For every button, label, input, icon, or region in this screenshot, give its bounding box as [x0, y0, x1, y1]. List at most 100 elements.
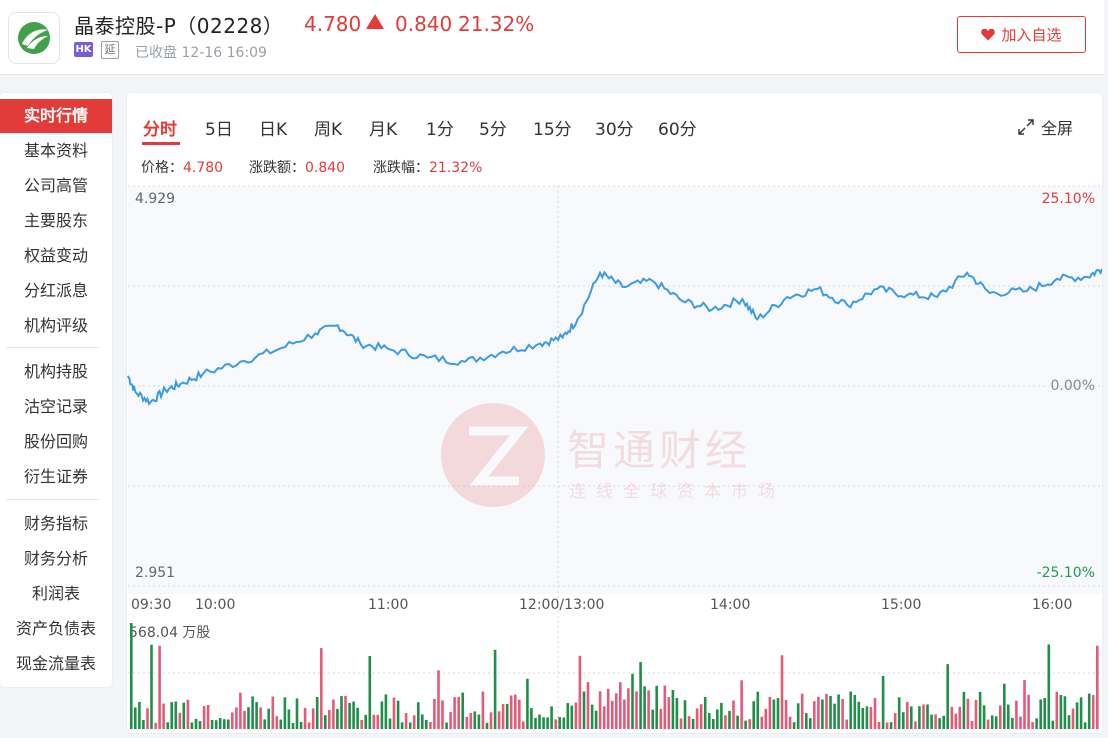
- volume-bar: [243, 710, 246, 729]
- volume-bar: [554, 719, 557, 729]
- volume-bar: [623, 699, 626, 729]
- add-to-watchlist-button[interactable]: 加入自选: [957, 16, 1086, 53]
- volume-bar: [740, 680, 743, 729]
- volume-bar: [619, 682, 622, 729]
- sidebar-item-financial-analysis[interactable]: 财务分析: [23, 549, 88, 568]
- tab-weekly-k[interactable]: 周K: [314, 120, 343, 140]
- fullscreen-button[interactable]: 全屏: [1017, 115, 1073, 139]
- volume-bar: [606, 688, 610, 729]
- volume-bar: [598, 691, 602, 729]
- volume-bar: [1047, 644, 1051, 729]
- volume-bar: [158, 645, 161, 729]
- tab-1min[interactable]: 1分: [426, 120, 454, 140]
- sidebar-item-realtime-quote[interactable]: 实时行情: [0, 99, 112, 133]
- sidebar-item-buybacks[interactable]: 股份回购: [23, 432, 88, 451]
- volume-bar: [914, 721, 917, 729]
- intraday-chart[interactable]: 智通财经 连线全球资本市场 4.929 2.951 25.10% 0.00% -…: [127, 93, 1102, 733]
- volume-bar: [930, 714, 933, 729]
- tab-intraday[interactable]: 分时: [143, 120, 177, 140]
- tab-daily-k[interactable]: 日K: [259, 120, 288, 140]
- sidebar-item-institutional-holdings[interactable]: 机构持股: [23, 362, 88, 381]
- volume-bar: [186, 699, 190, 729]
- volume-bar: [441, 700, 444, 729]
- volume-bar: [695, 708, 699, 729]
- volume-bar: [150, 644, 153, 729]
- tab-60min[interactable]: 60分: [658, 120, 697, 140]
- tab-monthly-k[interactable]: 月K: [369, 120, 398, 140]
- volume-bar: [784, 700, 788, 729]
- sidebar-nav: 实时行情 基本资料 公司高管 主要股东 权益变动 分红派息 机构评级 机构持股 …: [0, 93, 112, 687]
- volume-bar: [162, 703, 165, 729]
- volume-bar: [966, 698, 970, 729]
- sidebar-item-cash-flow[interactable]: 现金流量表: [15, 654, 96, 673]
- change-info-label: 涨跌额：: [249, 160, 305, 176]
- sidebar-item-ratings[interactable]: 机构评级: [23, 316, 88, 335]
- volume-bar: [356, 707, 359, 729]
- volume-bar: [869, 707, 873, 729]
- fullscreen-label: 全屏: [1041, 119, 1074, 138]
- volume-bar: [324, 715, 327, 729]
- volume-bar: [821, 699, 824, 729]
- volume-bar: [421, 714, 424, 729]
- volume-bar: [202, 706, 206, 729]
- volume-bar: [473, 711, 477, 729]
- volume-bar: [461, 692, 464, 729]
- volume-bar: [712, 719, 715, 729]
- volume-bar: [223, 719, 226, 729]
- volume-bar: [849, 691, 852, 729]
- time-label: 11:00: [368, 597, 408, 613]
- volume-bar: [352, 701, 355, 729]
- volume-bar: [275, 716, 279, 729]
- sidebar-item-derivatives[interactable]: 衍生证券: [23, 467, 88, 486]
- volume-bar: [170, 702, 173, 729]
- sidebar-item-basic-info[interactable]: 基本资料: [23, 141, 88, 160]
- volume-bar: [194, 718, 198, 729]
- volume-bar: [445, 722, 448, 729]
- volume-bar: [881, 676, 885, 729]
- volume-bar: [255, 702, 258, 729]
- volume-bar: [926, 704, 929, 729]
- sidebar-item-major-shareholders[interactable]: 主要股东: [23, 211, 88, 230]
- sidebar-item-income-statement[interactable]: 利润表: [31, 584, 80, 603]
- volume-bar: [675, 698, 679, 729]
- volume-bar: [493, 649, 497, 729]
- tab-30min[interactable]: 30分: [595, 120, 634, 140]
- sidebar-item-dividends[interactable]: 分红派息: [23, 281, 88, 300]
- current-price: 4.780: [304, 12, 362, 36]
- tab-15min[interactable]: 15分: [533, 120, 572, 140]
- volume-bar: [509, 695, 513, 729]
- volume-bar: [736, 715, 739, 729]
- volume-bar: [683, 700, 687, 729]
- sidebar-divider: [6, 499, 100, 500]
- tab-5min[interactable]: 5分: [479, 120, 507, 140]
- sidebar-item-financial-indicators[interactable]: 财务指标: [23, 514, 88, 533]
- volume-bar: [1039, 699, 1042, 729]
- volume-bar: [910, 706, 913, 729]
- volume-bar: [404, 713, 408, 729]
- volume-bar: [974, 699, 978, 729]
- volume-bar: [861, 707, 865, 729]
- chart-grid: [128, 185, 1102, 733]
- tab-5day[interactable]: 5日: [205, 120, 233, 140]
- volume-bar: [295, 698, 299, 729]
- sidebar-item-executives[interactable]: 公司高管: [23, 176, 88, 195]
- time-label: 14:00: [710, 597, 750, 613]
- volume-bar: [885, 722, 889, 729]
- volume-bar: [514, 694, 517, 729]
- sidebar-item-balance-sheet[interactable]: 资产负债表: [15, 619, 96, 638]
- volume-bar: [805, 713, 808, 729]
- volume-bar: [142, 720, 145, 729]
- volume-bar: [691, 718, 695, 729]
- volume-bar: [279, 719, 283, 729]
- volume-bar: [893, 713, 897, 729]
- market-badge: HK: [74, 42, 93, 57]
- volume-bar: [873, 698, 877, 729]
- sidebar-item-short-selling[interactable]: 沽空记录: [23, 397, 88, 416]
- volume-bar: [946, 664, 949, 729]
- volume-bar: [235, 707, 238, 729]
- sidebar-item-equity-changes[interactable]: 权益变动: [23, 246, 88, 265]
- volume-bar: [1007, 704, 1010, 729]
- price-info: 价格：4.780: [141, 157, 223, 177]
- volume-bar: [283, 697, 287, 729]
- volume-bar: [817, 696, 820, 729]
